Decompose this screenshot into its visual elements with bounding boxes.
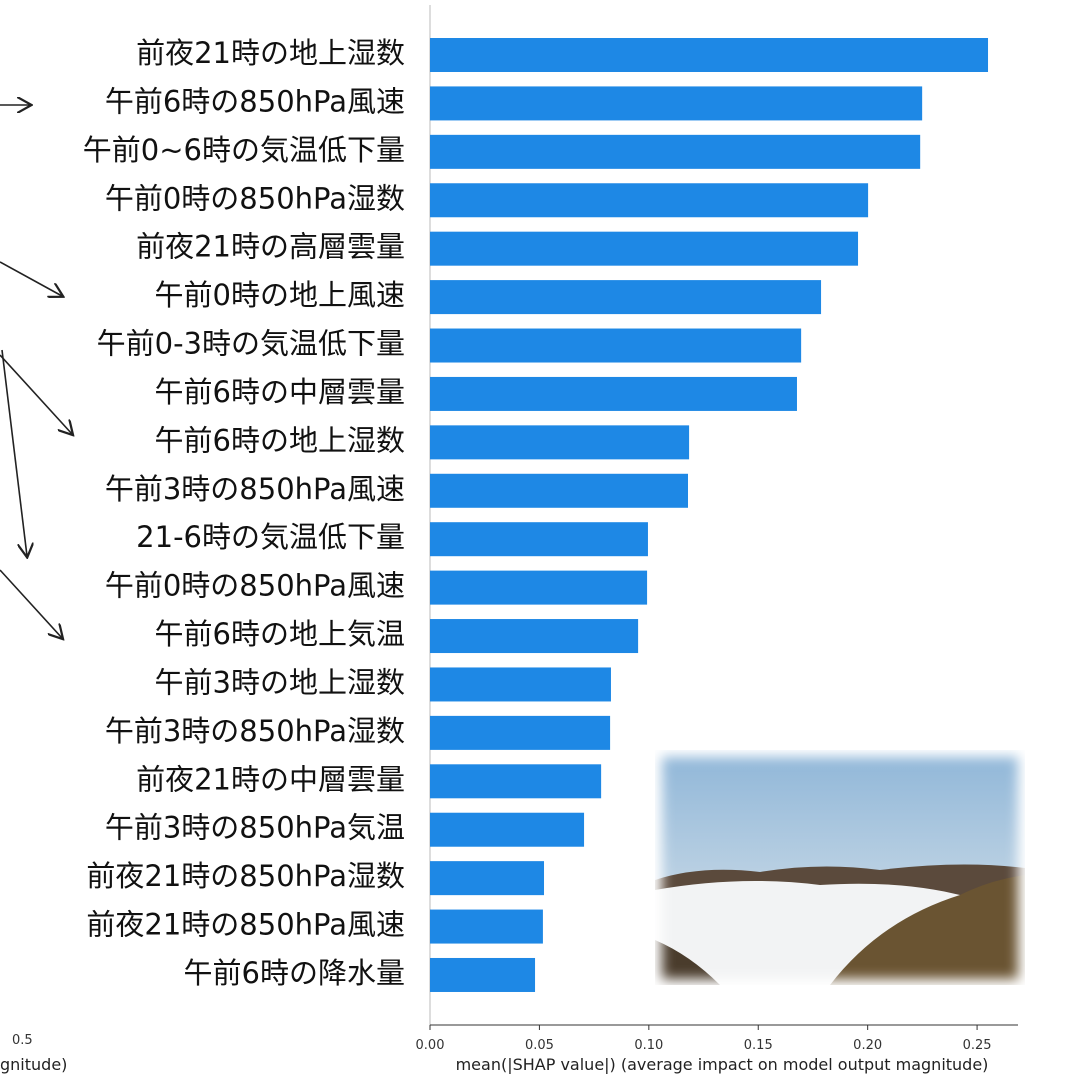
photo-inset	[655, 750, 1025, 985]
left-arrows	[0, 105, 72, 638]
bar	[430, 376, 797, 411]
y-tick-label: 午前0時の地上風速	[155, 278, 405, 312]
y-tick-label: 午前6時の850hPa風速	[105, 84, 405, 118]
bar	[430, 38, 989, 72]
bar	[430, 134, 921, 169]
bar	[430, 231, 859, 266]
bar	[430, 957, 536, 992]
bar	[430, 715, 611, 750]
bar	[430, 861, 545, 896]
y-tick-label: 午前0時の850hPa風速	[105, 569, 405, 603]
bar	[430, 764, 602, 799]
bar	[430, 909, 543, 944]
bar	[430, 522, 648, 557]
y-tick-label: 午前3時の850hPa気温	[105, 811, 405, 845]
x-tick-label: 0.00	[416, 1038, 445, 1053]
y-tick-label: 21-6時の気温低下量	[136, 520, 405, 554]
bar	[430, 473, 689, 508]
y-tick-label: 前夜21時の地上湿数	[136, 36, 405, 70]
x-tick-label: 0.25	[963, 1038, 992, 1053]
bar	[430, 667, 611, 702]
y-tick-label: 午前0~6時の気温低下量	[83, 133, 405, 167]
x-tick-label: 0.10	[634, 1038, 663, 1053]
x-tick-label: 0.15	[744, 1038, 773, 1053]
bar	[430, 812, 585, 847]
bar	[430, 570, 648, 605]
bar	[430, 619, 639, 654]
bar	[430, 86, 923, 121]
bar	[430, 183, 869, 218]
left-tick-label: 0.5	[12, 1033, 33, 1048]
x-tick-label: 0.20	[853, 1038, 882, 1053]
left-axis-label: gnitude)	[0, 1055, 67, 1074]
y-tick-label: 前夜21時の中層雲量	[136, 762, 405, 796]
bar	[430, 280, 822, 315]
y-tick-label: 前夜21時の850hPa風速	[86, 908, 405, 942]
y-tick-label: 前夜21時の高層雲量	[136, 230, 405, 264]
y-tick-label: 午前0-3時の気温低下量	[97, 327, 405, 361]
y-tick-label: 午前3時の850hPa風速	[105, 472, 405, 506]
y-tick-label: 午前6時の降水量	[184, 956, 405, 990]
y-tick-label: 午前3時の地上湿数	[155, 665, 405, 699]
y-tick-label: 午前6時の中層雲量	[155, 375, 405, 409]
y-tick-label: 前夜21時の850hPa湿数	[86, 859, 405, 893]
y-tick-label: 午前6時の地上気温	[155, 617, 405, 651]
y-tick-label: 午前3時の850hPa湿数	[105, 714, 405, 748]
x-tick-label: 0.05	[525, 1038, 554, 1053]
y-tick-label: 午前0時の850hPa湿数	[105, 181, 405, 215]
y-tick-label: 午前6時の地上湿数	[155, 423, 405, 457]
x-axis-title: mean(|SHAP value|) (average impact on mo…	[456, 1055, 989, 1074]
bar	[430, 328, 802, 363]
bar	[430, 425, 690, 460]
